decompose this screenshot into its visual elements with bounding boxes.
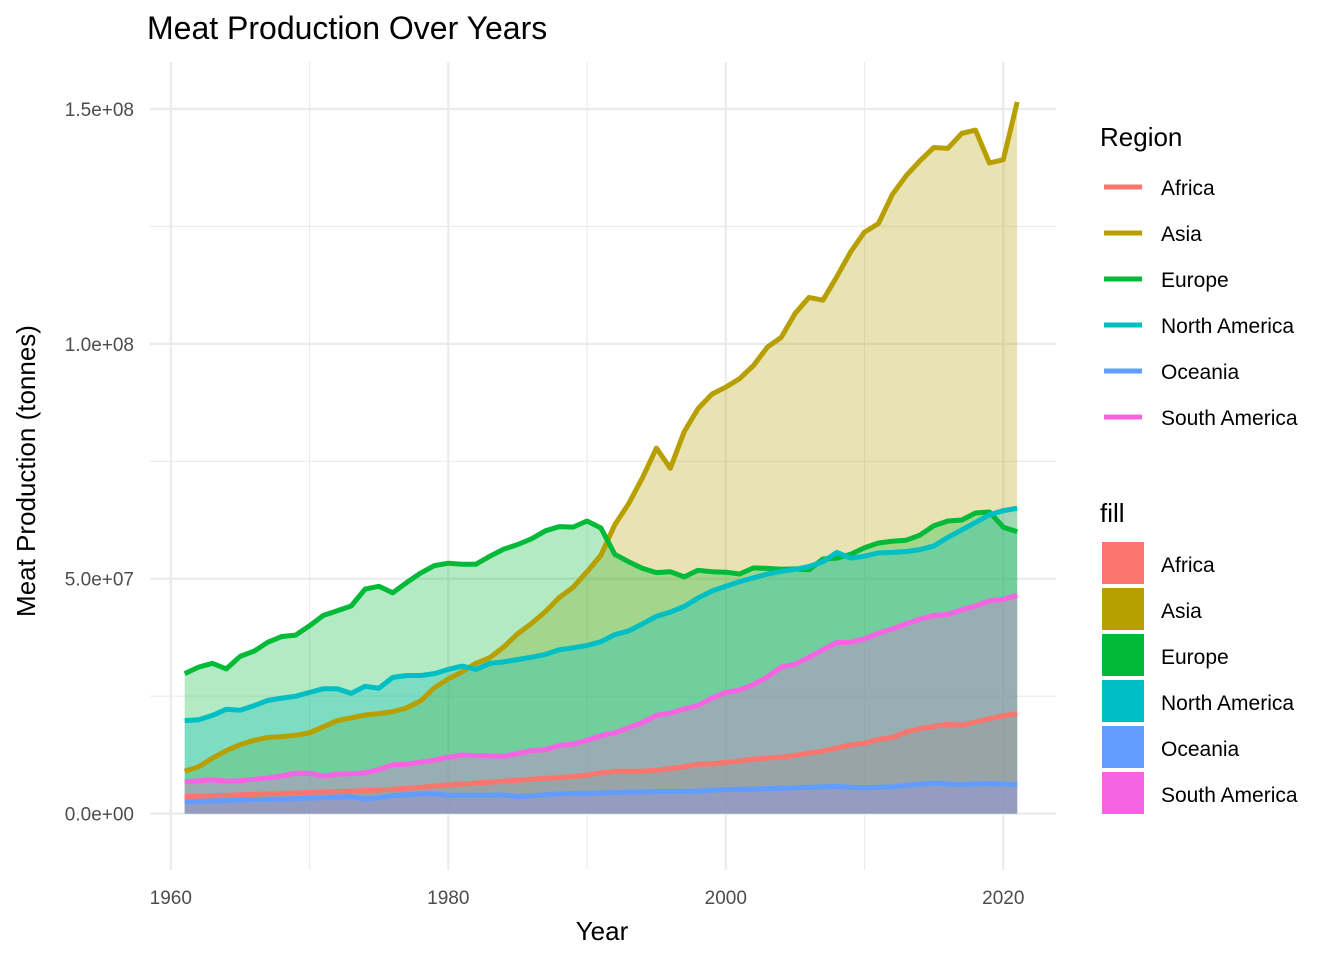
y-tick-label: 1.0e+08 — [65, 335, 134, 356]
legend-label: Africa — [1161, 554, 1215, 577]
area-layer — [184, 101, 1018, 814]
legend-region: Region Africa Asia Europe North America Ocea… — [1100, 122, 1298, 430]
legend-fill-title: fill — [1100, 498, 1125, 528]
line-europe — [183, 509, 1019, 676]
y-axis: 0.0e+00 5.0e+07 1.0e+08 1.5e+08 — [65, 100, 134, 826]
x-axis-title: Year — [576, 916, 629, 946]
x-axis: 1960 1980 2000 2020 — [150, 888, 1025, 909]
x-tick-label: 2020 — [982, 888, 1024, 909]
legend-key-fill — [1102, 726, 1144, 768]
legend-label: Asia — [1161, 600, 1202, 623]
line-asia — [183, 101, 1020, 774]
x-tick-label: 2000 — [705, 888, 747, 909]
legend-key-fill — [1102, 680, 1144, 722]
legend-fill: fill Africa Asia Europe North America Oceani… — [1100, 498, 1298, 814]
area-europe — [184, 512, 1018, 814]
line-layer — [183, 101, 1020, 805]
line-africa — [184, 711, 1018, 800]
legend-region-title: Region — [1100, 122, 1182, 152]
legend-label: North America — [1161, 692, 1294, 715]
y-tick-label: 5.0e+07 — [65, 570, 134, 591]
legend-label: Oceania — [1161, 361, 1240, 384]
grid — [150, 62, 1056, 870]
x-tick-label: 1960 — [150, 888, 192, 909]
legend-key-fill — [1102, 634, 1144, 676]
legend-label: Europe — [1161, 646, 1229, 669]
x-tick-label: 1980 — [427, 888, 469, 909]
legend-key-fill — [1102, 542, 1144, 584]
chart-title: Meat Production Over Years — [147, 10, 547, 46]
line-oceania — [184, 780, 1018, 805]
legend-label: South America — [1161, 784, 1298, 807]
legend-label: South America — [1161, 407, 1298, 430]
legend-key-fill — [1102, 772, 1144, 814]
y-tick-label: 0.0e+00 — [65, 805, 134, 826]
y-tick-label: 1.5e+08 — [65, 100, 134, 121]
legend-label: Asia — [1161, 223, 1202, 246]
line-north-america — [184, 505, 1018, 724]
area-asia — [184, 101, 1018, 814]
line-south-america — [184, 592, 1018, 785]
y-axis-title: Meat Production (tonnes) — [11, 325, 41, 617]
legend-label: Africa — [1161, 177, 1215, 200]
legend-key-fill — [1102, 588, 1144, 630]
area-oceania — [184, 783, 1018, 814]
legend-label: Europe — [1161, 269, 1229, 292]
area-south-america — [184, 595, 1018, 814]
area-north-america — [184, 508, 1018, 814]
legend-label: Oceania — [1161, 738, 1240, 761]
legend-label: North America — [1161, 315, 1294, 338]
